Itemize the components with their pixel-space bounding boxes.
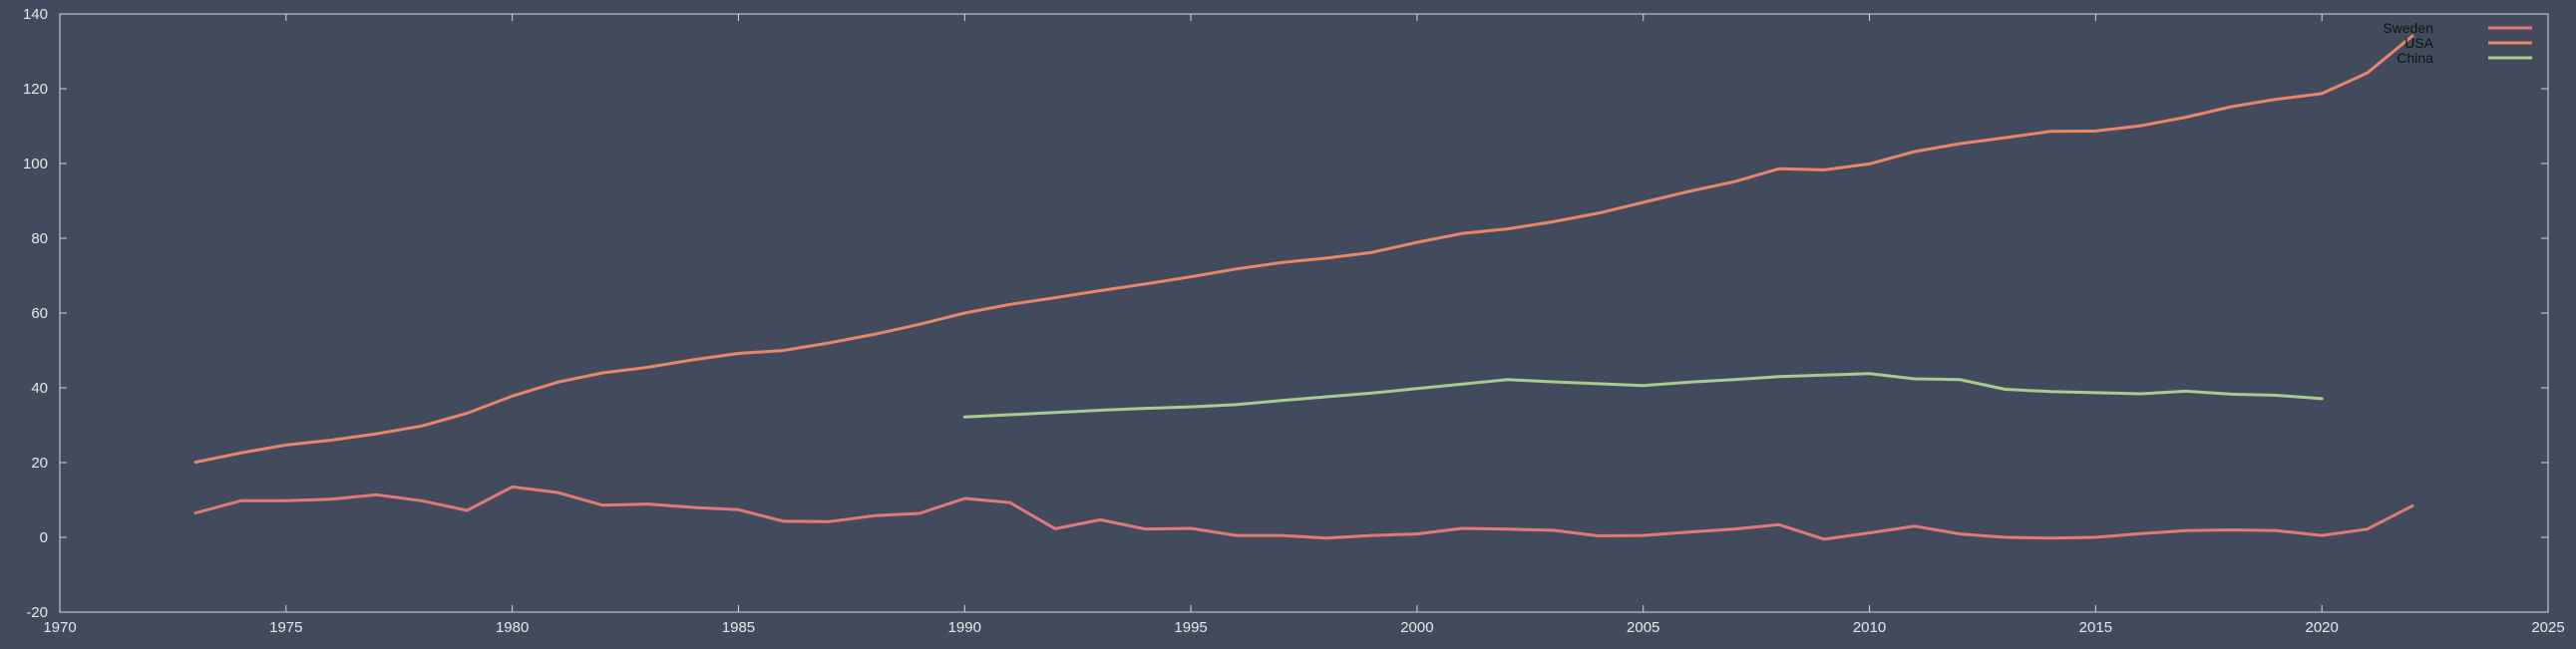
- x-tick-label: 2010: [1853, 619, 1886, 636]
- x-tick-label: 2025: [2531, 619, 2564, 636]
- x-tick-label: 2005: [1627, 619, 1659, 636]
- y-tick-label: 140: [23, 6, 48, 23]
- legend-label-usa: USA: [2404, 35, 2433, 51]
- plot-border: [59, 13, 2549, 613]
- y-tick-label: 0: [40, 529, 48, 546]
- x-axis: 1970 1975 1980 1985 1990 1995 2000 2005 2010 2015…: [43, 14, 2565, 636]
- y-tick-label: 120: [23, 81, 48, 98]
- legend-label-china: China: [2396, 50, 2433, 66]
- y-tick-label: 80: [31, 230, 48, 247]
- x-tick-label: 2015: [2079, 619, 2112, 636]
- x-tick-label: 1980: [496, 619, 529, 636]
- y-axis: -20 0 20 40 60 80 100 120 140: [23, 6, 2548, 621]
- y-tick-label: 40: [31, 380, 48, 397]
- series-layer: [193, 34, 2414, 541]
- x-tick-label: 2020: [2305, 619, 2338, 636]
- x-tick-label: 1975: [269, 619, 302, 636]
- x-tick-label: 1970: [43, 619, 76, 636]
- x-tick-label: 2000: [1400, 619, 1433, 636]
- x-tick-label: 1985: [722, 619, 755, 636]
- series-line-china: [962, 372, 2324, 419]
- y-tick-label: 60: [31, 305, 48, 322]
- plot-frame: [59, 13, 2549, 613]
- y-tick-label: 20: [31, 455, 48, 472]
- legend-label-sweden: Sweden: [2383, 20, 2433, 36]
- y-tick-label: -20: [26, 604, 48, 621]
- series-line-sweden: [193, 485, 2414, 541]
- x-tick-label: 1990: [948, 619, 981, 636]
- x-tick-label: 1995: [1174, 619, 1207, 636]
- y-tick-label: 100: [23, 156, 48, 172]
- series-line-usa: [193, 34, 2414, 465]
